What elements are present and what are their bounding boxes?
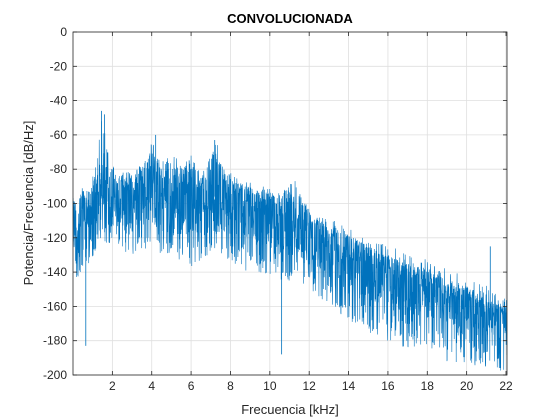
y-tick-label: -40 xyxy=(50,94,68,108)
x-axis-label: Frecuencia [kHz] xyxy=(241,402,339,417)
chart-title: CONVOLUCIONADA xyxy=(227,11,353,26)
y-tick-label: -160 xyxy=(43,299,67,313)
x-tick-label: 4 xyxy=(148,379,155,393)
y-tick-label: -100 xyxy=(43,197,67,211)
y-tick-label: -60 xyxy=(50,128,68,142)
x-tick-label: 16 xyxy=(381,379,395,393)
y-tick-label: -20 xyxy=(50,59,68,73)
x-tick-label: 10 xyxy=(263,379,277,393)
y-tick-label: -80 xyxy=(50,162,68,176)
y-tick-label: -200 xyxy=(43,368,67,382)
spectrum-series xyxy=(73,110,507,371)
x-tick-label: 2 xyxy=(109,379,116,393)
y-axis-label: Potencia/Frecuencia [dB/Hz] xyxy=(21,121,36,286)
y-tick-label: 0 xyxy=(60,25,67,39)
spectrum-line xyxy=(73,121,507,371)
y-axis: 0 -20 -40 -60 -80 -100 -120 -140 -160 -180 -200 xyxy=(43,25,507,382)
x-axis: 2 4 6 8 10 12 14 16 18 20 22 xyxy=(109,32,513,393)
y-tick-label: -140 xyxy=(43,265,67,279)
x-tick-label: 20 xyxy=(460,379,474,393)
plot-area xyxy=(73,110,507,371)
x-tick-label: 8 xyxy=(227,379,234,393)
y-tick-label: -180 xyxy=(43,334,67,348)
x-tick-label: 22 xyxy=(499,379,513,393)
x-tick-label: 14 xyxy=(342,379,356,393)
x-tick-label: 12 xyxy=(303,379,317,393)
x-tick-label: 18 xyxy=(421,379,435,393)
y-tick-label: -120 xyxy=(43,231,67,245)
x-tick-label: 6 xyxy=(188,379,195,393)
